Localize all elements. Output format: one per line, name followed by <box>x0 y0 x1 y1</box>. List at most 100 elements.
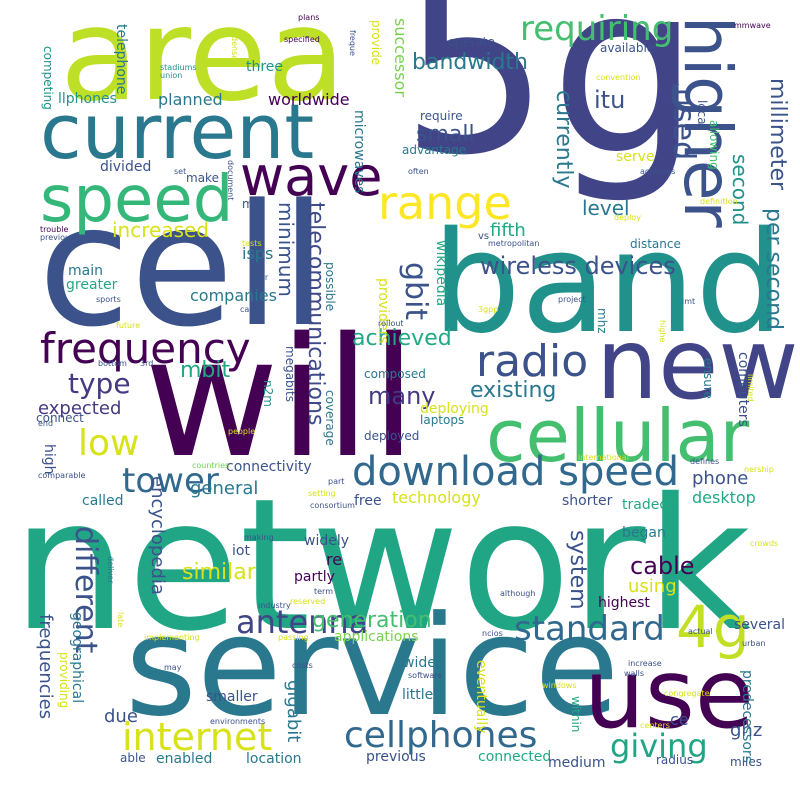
word-3rd: 3rd <box>140 359 154 368</box>
word-main: main <box>68 263 103 279</box>
word-giving: giving <box>610 727 708 765</box>
word-area: area <box>60 0 346 130</box>
word-called: called <box>82 493 124 509</box>
word-successor: successor <box>391 18 410 97</box>
word-competing: competing <box>41 46 55 110</box>
word-industry: industry <box>258 601 291 610</box>
word-phone: phone <box>692 468 749 489</box>
word-convention: convention <box>596 73 641 82</box>
word-may: may <box>164 663 182 672</box>
word-microwaves: microwaves <box>351 110 367 194</box>
word-possible: possible <box>323 262 337 312</box>
word-connect: connect <box>36 411 84 425</box>
word-document: document <box>226 160 235 201</box>
word-n2m: n2m <box>261 380 275 407</box>
word-similar: similar <box>182 560 256 585</box>
word-rollout: rollout <box>378 319 404 328</box>
word-walls: walls <box>624 669 645 678</box>
word-widely: widely <box>304 533 350 549</box>
word-shorter: shorter <box>562 493 613 509</box>
word-highest: highest <box>598 595 650 611</box>
word-freque: freque <box>348 30 357 56</box>
word-deploying: deploying <box>420 401 489 417</box>
word-technology: technology <box>392 488 481 507</box>
word-provide: provide <box>369 20 383 66</box>
word-achieved: achieved <box>352 326 452 351</box>
word-enabled: enabled <box>156 751 213 767</box>
word-vs: vs <box>478 231 490 242</box>
word-term: term <box>314 587 333 596</box>
word-speed: speed <box>40 163 234 237</box>
word-wide: wide <box>403 655 436 671</box>
word-reserved: reserved <box>290 597 326 606</box>
word-tradeoff: tradeoff <box>622 497 678 513</box>
word-geographical: geographical <box>69 612 85 704</box>
word-level: level <box>582 196 630 220</box>
word-highe: highe <box>658 320 667 343</box>
word-imt: imt <box>682 297 696 306</box>
word-achieves: achieves <box>640 167 676 176</box>
word-limited: limited <box>746 374 755 402</box>
word-stadiums: stadiums <box>160 63 197 72</box>
word-late: late <box>116 612 125 628</box>
word-make: make <box>186 171 219 185</box>
word-applications: applications <box>334 629 419 645</box>
word-set: set <box>174 167 187 176</box>
word-little: little <box>402 687 434 703</box>
word-requiring: requiring <box>520 9 674 49</box>
word-cellphones: cellphones <box>344 715 538 756</box>
word-millimeter: millimeter <box>765 78 790 191</box>
word-wave: wave <box>240 145 383 208</box>
word-divided: divided <box>100 159 152 175</box>
word-allowing: allowing <box>707 120 721 170</box>
word-metropolitan: metropolitan <box>488 239 540 248</box>
word-megabits: megabits <box>283 346 297 402</box>
word-distance: distance <box>630 237 681 251</box>
word-available: available <box>600 41 655 55</box>
word-often: often <box>408 167 429 176</box>
word-urban: urban <box>742 639 766 648</box>
word-increased: increased <box>112 218 209 242</box>
word-existing: existing <box>470 378 557 403</box>
word-smaller: smaller <box>206 689 258 705</box>
word-high: high <box>41 444 57 475</box>
word-gigabit: gigabit <box>283 680 304 743</box>
word-increase: increase <box>628 659 662 668</box>
word-plans: plans <box>298 13 320 22</box>
word-nership: nership <box>744 465 774 474</box>
word-used: used <box>666 88 701 161</box>
word-bandwidth: bandwidth <box>412 50 528 75</box>
word-antenna: antenna <box>236 603 369 641</box>
word-wikipedia: wikipedia <box>433 240 449 307</box>
word-small: small <box>416 122 475 147</box>
word-service: service <box>125 586 620 747</box>
word-medium: medium <box>548 755 606 771</box>
word-radius: radius <box>656 753 694 767</box>
word-4g: 4g <box>676 593 750 661</box>
word-computers: computers <box>735 352 751 427</box>
word-local: local <box>695 100 709 128</box>
word-planned: planned <box>158 90 223 109</box>
word-union: union <box>160 71 183 80</box>
word-advantage: advantage <box>402 143 467 157</box>
word-miles: miles <box>730 755 762 769</box>
word-dense: dense <box>230 36 239 61</box>
word-near: near <box>250 273 269 282</box>
word-centers: centers <box>640 721 670 730</box>
word-deploy: deploy <box>614 213 641 222</box>
word-comparable: comparable <box>38 471 86 480</box>
word-passing: passing <box>278 633 309 642</box>
word-part: part <box>328 477 345 486</box>
word-gbit: gbit <box>398 262 433 321</box>
word-tests: tests <box>242 239 262 248</box>
word-generation: generation <box>312 608 432 633</box>
word-serve: serve <box>616 149 655 165</box>
word-new: new <box>596 308 799 422</box>
word-deliver: deliver <box>106 556 115 584</box>
word-mmwave: mmwave <box>734 21 771 30</box>
word-greater: greater <box>66 277 118 293</box>
word-companies: companies <box>190 286 277 305</box>
word-worldwide: worldwide <box>268 90 350 109</box>
word-itu: itu <box>594 86 626 114</box>
word-radio: radio <box>476 336 589 387</box>
